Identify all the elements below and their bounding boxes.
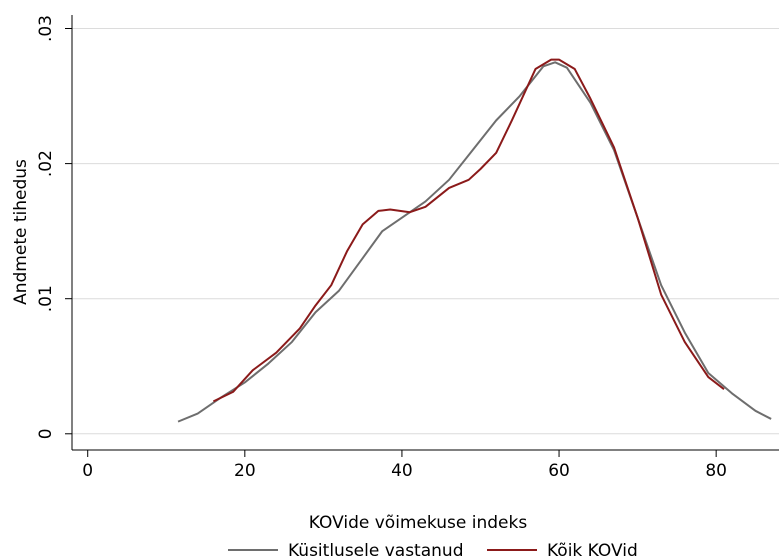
y-axis-label: Andmete tihedus (11, 159, 31, 305)
x-tick-label: 20 (234, 461, 256, 481)
series-line (177, 61, 772, 423)
series-line (212, 58, 725, 403)
y-tick-label: .02 (36, 150, 56, 177)
x-tick-label: 0 (82, 461, 93, 481)
y-tick-label: 0 (36, 428, 56, 439)
x-tick-label: 80 (705, 461, 727, 481)
x-tick-label: 40 (391, 461, 413, 481)
x-tick-label: 60 (548, 461, 570, 481)
y-tick-label: .03 (36, 15, 56, 42)
legend-label: Küsitlusele vastanud (288, 541, 463, 559)
y-tick-label: .01 (36, 285, 56, 312)
legend-label: Kõik KOVid (547, 541, 638, 559)
x-axis-label: KOVide võimekuse indeks (309, 513, 528, 533)
